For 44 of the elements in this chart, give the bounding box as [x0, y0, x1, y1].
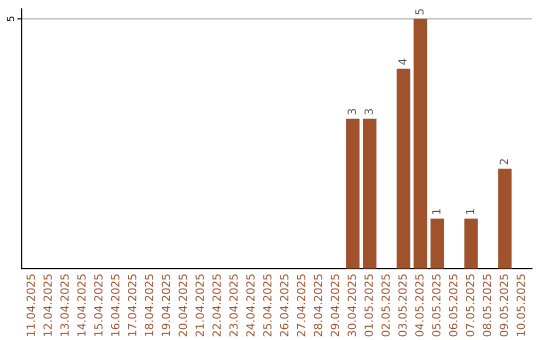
x-tick-label: 27.04.2025 [296, 274, 306, 336]
x-tick-label: 09.05.2025 [500, 274, 508, 336]
x-tick-label: 12.04.2025 [43, 274, 52, 336]
x-tick-label: 25.04.2025 [263, 274, 272, 336]
bar [362, 118, 376, 269]
bar [498, 168, 512, 269]
data-label: 1 [432, 209, 440, 214]
data-label: 2 [500, 159, 508, 164]
x-tick-label: 03.05.2025 [398, 274, 407, 336]
x-tick-label: 06.05.2025 [448, 274, 458, 336]
x-tick-label: 15.04.2025 [94, 274, 103, 336]
x-tick-label: 08.05.2025 [482, 274, 492, 336]
x-tick-label: 28.04.2025 [314, 274, 322, 336]
bar [396, 68, 410, 269]
x-tick-label: 24.04.2025 [246, 274, 255, 336]
x-tick-label: 22.04.2025 [212, 274, 221, 336]
x-tick-label: 29.04.2025 [330, 274, 340, 336]
bar [430, 218, 444, 269]
x-tick-label: 01.05.2025 [364, 274, 373, 336]
x-tick-label: 07.05.2025 [466, 274, 474, 336]
x-tick-label: 18.04.2025 [144, 274, 154, 336]
x-tick-label: 30.04.2025 [348, 274, 356, 336]
x-tick-label: 10.05.2025 [516, 274, 525, 336]
bar [414, 18, 428, 269]
x-tick-label: 13.04.2025 [60, 274, 69, 336]
x-tick-label: 21.04.2025 [196, 274, 204, 336]
x-tick-label: 11.04.2025 [26, 274, 35, 336]
data-label: 3 [348, 109, 356, 114]
data-label: 1 [466, 209, 474, 214]
data-label: 4 [398, 58, 407, 65]
x-tick-label: 26.04.2025 [280, 274, 288, 336]
bar [346, 118, 360, 269]
x-tick-label: 20.04.2025 [178, 274, 188, 336]
x-tick-label: 02.05.2025 [381, 274, 390, 336]
x-tick-label: 19.04.2025 [162, 274, 170, 336]
x-tick-label: 05.05.2025 [432, 274, 440, 336]
x-tick-label: 16.04.2025 [111, 274, 120, 336]
x-tick-label: 23.04.2025 [229, 274, 238, 336]
data-label: 3 [364, 109, 373, 114]
x-tick-label: 04.05.2025 [415, 274, 424, 336]
data-label: 5 [415, 9, 424, 14]
x-tick-label: 14.04.2025 [77, 274, 86, 336]
bar [464, 218, 478, 269]
x-tick-label: 17.04.2025 [128, 274, 136, 336]
